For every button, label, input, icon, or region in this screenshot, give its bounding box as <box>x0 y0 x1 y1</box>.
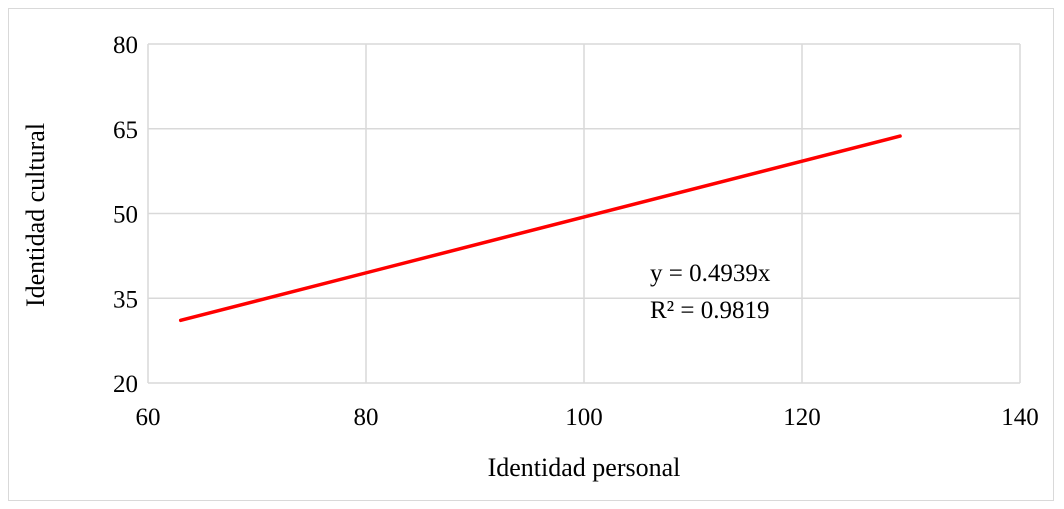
x-tick-label: 100 <box>565 404 603 431</box>
x-tick-label: 80 <box>354 404 379 431</box>
y-tick-label: 20 <box>113 371 138 398</box>
x-tick-label: 120 <box>783 404 821 431</box>
y-tick-labels: 20 35 50 65 80 <box>113 32 138 398</box>
series-layer <box>178 134 902 323</box>
grid <box>147 43 1021 384</box>
trendline-equation: y = 0.4939x <box>650 260 771 287</box>
x-axis-label: Identidad personal <box>488 453 681 482</box>
trendline <box>178 134 902 323</box>
y-tick-label: 35 <box>113 286 138 313</box>
x-tick-label: 60 <box>136 404 161 431</box>
r-squared-label: R² = 0.9819 <box>650 297 770 324</box>
x-tick-labels: 60 80 100 120 140 <box>136 404 1039 431</box>
chart-frame <box>8 8 1054 501</box>
y-tick-label: 80 <box>113 32 138 59</box>
y-tick-label: 50 <box>113 202 138 229</box>
y-axis-label: Identidad cultural <box>21 123 50 307</box>
y-tick-label: 65 <box>113 117 138 144</box>
x-tick-label: 140 <box>1001 404 1039 431</box>
